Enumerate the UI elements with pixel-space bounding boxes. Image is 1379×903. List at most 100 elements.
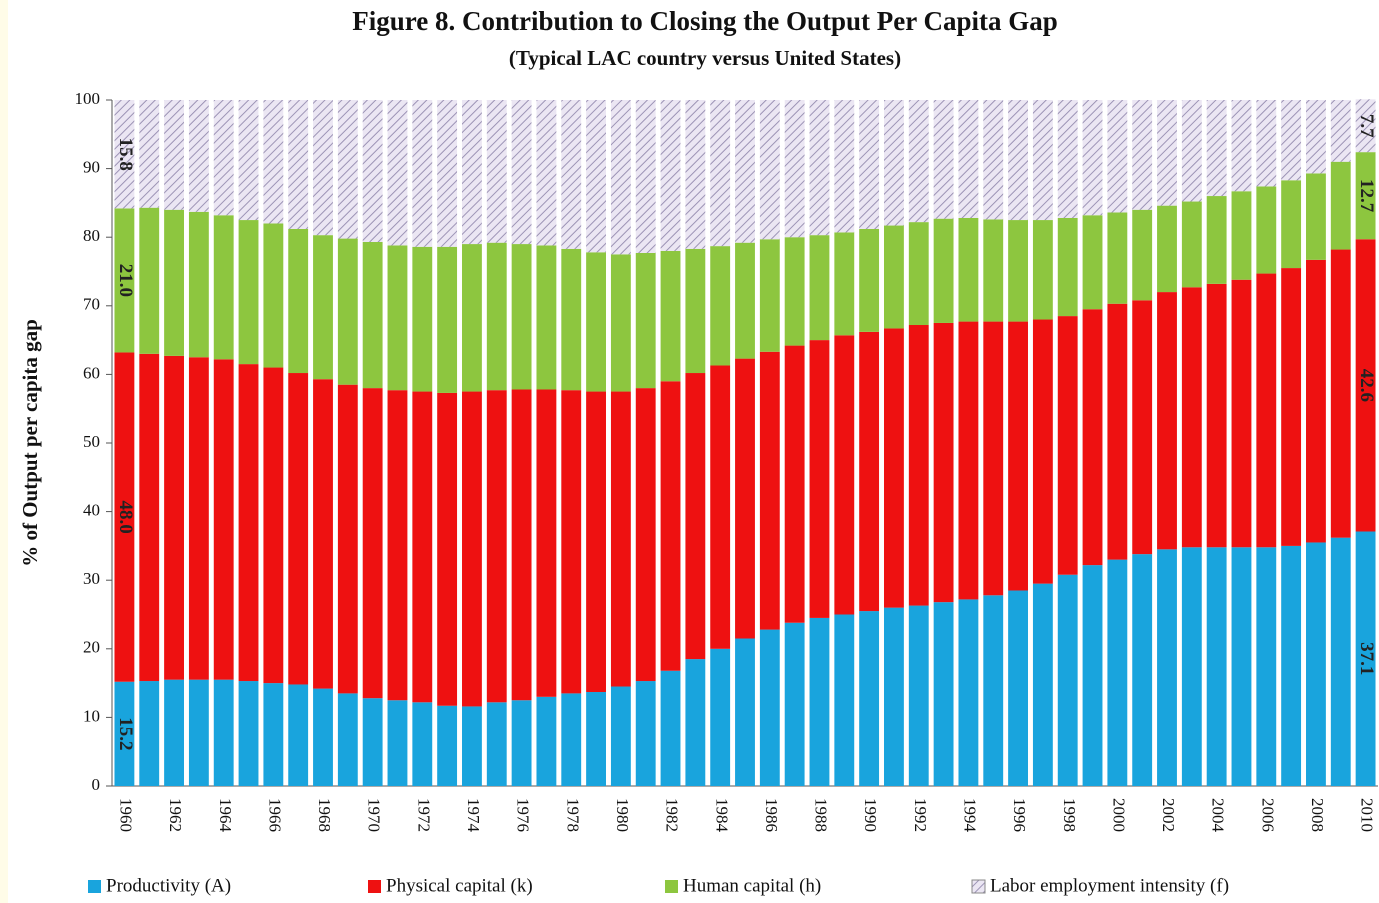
bar-segment <box>610 100 631 255</box>
bar-segment <box>1330 100 1351 162</box>
bar-segment <box>1231 279 1252 548</box>
legend-swatch <box>971 879 986 894</box>
bar-segment <box>412 100 433 247</box>
bar-segment <box>809 235 830 341</box>
bar-segment <box>784 345 805 623</box>
bar-segment <box>114 681 135 786</box>
bar-segment <box>362 388 383 699</box>
bar-segment <box>188 211 209 358</box>
x-tick-label: 2004 <box>1209 798 1228 833</box>
bar-segment <box>238 681 259 786</box>
bar-segment <box>859 100 880 229</box>
bar-segment <box>486 390 507 703</box>
bar-segment <box>387 100 408 246</box>
bar-segment <box>114 100 135 209</box>
bar-segment <box>1032 319 1053 584</box>
bar-segment <box>809 100 830 236</box>
bar-segment <box>710 648 731 786</box>
bar-segment <box>561 693 582 786</box>
x-tick-label: 2002 <box>1159 798 1178 832</box>
bar-segment <box>486 100 507 243</box>
bar-segment <box>635 388 656 682</box>
bar-segment <box>933 602 954 786</box>
bar-segment <box>1157 549 1177 786</box>
bar-segment <box>1082 565 1103 786</box>
bar-segment <box>1057 316 1078 575</box>
y-tick-label: 0 <box>92 775 101 794</box>
bar-segment <box>1181 100 1202 202</box>
bar-segment <box>635 100 656 253</box>
bar-segment <box>288 373 309 685</box>
bar-segment <box>1330 161 1351 250</box>
x-tick-label: 1982 <box>663 798 682 832</box>
bar-segment <box>437 100 458 247</box>
bar-segment <box>958 100 979 218</box>
bar-segment <box>437 705 458 786</box>
bar-segment <box>213 215 234 360</box>
bar-segment <box>1032 100 1053 221</box>
bar-segment <box>1132 209 1153 301</box>
bar-segment <box>834 232 855 336</box>
y-tick-label: 80 <box>83 226 100 245</box>
bar-segment <box>164 355 184 680</box>
bar-segment <box>759 239 780 352</box>
bar-segment <box>1355 239 1376 532</box>
x-tick-label: 1988 <box>812 798 831 832</box>
bar-segment <box>263 683 284 786</box>
y-axis-label: % of Output per capita gap <box>18 319 42 567</box>
bar-segment <box>1256 100 1277 187</box>
bar-segment <box>884 328 904 608</box>
legend-label: Productivity (A) <box>106 875 231 896</box>
x-tick-label: 2010 <box>1358 798 1377 832</box>
bar-segment <box>1306 542 1326 786</box>
y-tick-label: 100 <box>75 89 101 108</box>
bar-segment <box>586 391 606 693</box>
bar-segment <box>1355 152 1376 240</box>
bar-segment <box>1281 180 1302 269</box>
bar-segment <box>139 681 160 786</box>
bar-segment <box>1330 537 1351 786</box>
bar-segment <box>1256 547 1277 786</box>
bar-segment <box>610 254 631 392</box>
bar-segment <box>1008 321 1028 591</box>
bar-segment <box>238 100 259 221</box>
bar-segment <box>536 696 557 786</box>
legend-swatch <box>88 880 101 893</box>
legend-swatch <box>665 880 678 893</box>
bar-segment <box>462 391 482 707</box>
data-label: 12.7 <box>1356 179 1377 213</box>
bar-segment <box>1231 100 1252 192</box>
bar-segment <box>1107 212 1128 304</box>
x-tick-label: 1992 <box>911 798 930 832</box>
y-tick-label: 40 <box>83 501 100 520</box>
bar-segment <box>511 244 532 390</box>
bar-segment <box>1231 191 1252 280</box>
chart-title: Figure 8. Contribution to Closing the Ou… <box>352 6 1058 36</box>
bar-segment <box>561 248 582 391</box>
bar-segment <box>511 389 532 701</box>
bar-segment <box>685 248 706 374</box>
bar-segment <box>114 352 135 682</box>
x-tick-label: 1990 <box>861 798 880 832</box>
y-tick-label: 50 <box>83 432 100 451</box>
bar-segment <box>1181 201 1202 288</box>
bar-segment <box>263 100 284 224</box>
bar-segment <box>1107 559 1128 786</box>
bar-segment <box>238 364 259 682</box>
bar-segment <box>834 335 855 615</box>
bar-segment <box>958 217 979 322</box>
bar-segment <box>1008 100 1028 221</box>
x-tick-label: 1978 <box>563 798 582 832</box>
bar-segment <box>536 100 557 246</box>
bar-segment <box>859 228 880 332</box>
bar-segment <box>313 688 333 786</box>
bar-segment <box>536 245 557 390</box>
y-tick-label: 20 <box>83 638 100 657</box>
bar-segment <box>1181 287 1202 548</box>
bar-segment <box>188 679 209 786</box>
bar-segment <box>1306 100 1326 174</box>
bar-segment <box>958 599 979 786</box>
chart-subtitle: (Typical LAC country versus United State… <box>509 46 901 70</box>
bar-segment <box>1057 217 1078 317</box>
bar-segment <box>784 622 805 786</box>
